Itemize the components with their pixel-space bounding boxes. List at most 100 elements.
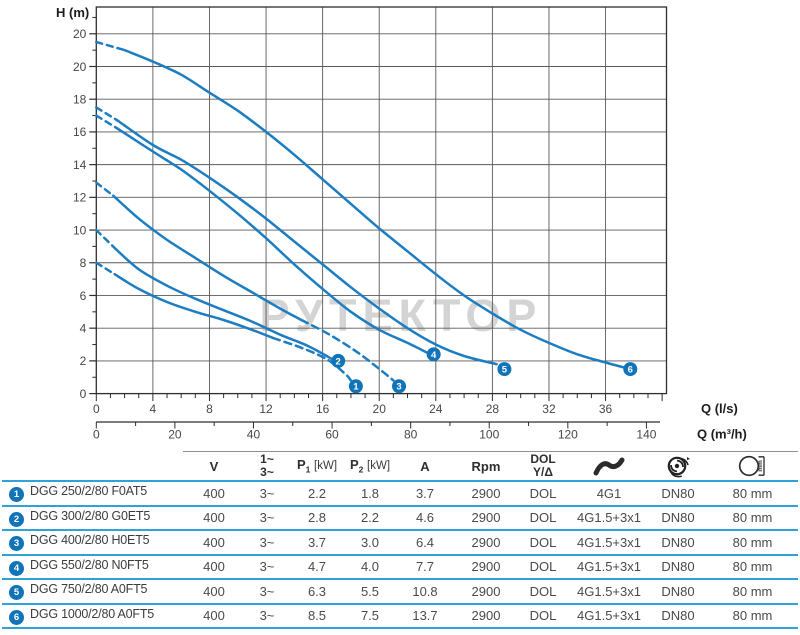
svg-text:1: 1 <box>353 382 359 393</box>
cell-start: DOL <box>517 554 569 580</box>
col-header-voltage: V <box>183 451 245 482</box>
series-curve-6 <box>95 40 626 369</box>
cell-v: 400 <box>183 505 245 531</box>
svg-text:12: 12 <box>259 402 273 416</box>
x-axis-m3h-scale: 0 20 40 60 80 100 120 140 <box>93 421 660 442</box>
cell-start: DOL <box>517 530 569 556</box>
cell-p1: 3.7 <box>289 530 345 556</box>
svg-text:20: 20 <box>73 27 87 41</box>
series-curve-1 <box>95 261 353 382</box>
phase-header-label: 1~ 3~ <box>260 451 274 479</box>
cell-cable: 4G1.5+3x1 <box>569 554 649 580</box>
cell-a: 13.7 <box>395 603 455 629</box>
series-marker-6: 6 <box>623 362 638 377</box>
cell-a: 10.8 <box>395 579 455 605</box>
col-header-rpm: Rpm <box>455 451 517 482</box>
p2-label-unit: [kW] <box>367 460 391 473</box>
row-number-badge: 3 <box>9 536 24 552</box>
svg-text:24: 24 <box>429 402 443 416</box>
rpm-header-label: Rpm <box>471 458 501 474</box>
cell-v: 400 <box>183 603 245 629</box>
cell-p2: 3.0 <box>345 530 395 556</box>
x-axis-title-ls: Q (l/s) <box>701 401 738 416</box>
model-label: DGG 1000/2/80 A0FT5 <box>30 606 155 621</box>
svg-text:5: 5 <box>502 365 508 376</box>
cell-cable: 4G1 <box>569 481 649 507</box>
table-row: 4 DGG 550/2/80 N0FT5 400 3~ 4.7 4.0 7.7 2900 DOL… <box>2 554 798 580</box>
x-axis-ls-ticks: 0 4 8 12 16 20 24 28 32 36 <box>93 393 663 416</box>
series-curve-2 <box>95 228 334 361</box>
col-header-model <box>2 451 183 482</box>
cell-phase: 3~ <box>245 481 289 507</box>
p1-label-base: P <box>296 457 306 473</box>
cell-rpm: 2900 <box>455 554 517 580</box>
col-header-p2: P2 [kW] <box>345 451 395 482</box>
svg-text:4: 4 <box>80 321 87 335</box>
cell-outlet: 80 mm <box>707 505 798 531</box>
cell-p1: 2.2 <box>289 481 345 507</box>
x-axis-title-m3h: Q (m³/h) <box>697 427 747 442</box>
p1-label-unit: [kW] <box>314 460 338 473</box>
cell-model: 5 DGG 750/2/80 A0FT5 <box>2 579 183 605</box>
cell-p1: 2.8 <box>289 505 345 531</box>
cell-outlet: 80 mm <box>707 481 798 507</box>
cell-cable: 4G1.5+3x1 <box>569 579 649 605</box>
cell-start: DOL <box>517 603 569 629</box>
voltage-header-label: V <box>209 458 219 474</box>
svg-text:6: 6 <box>80 289 87 303</box>
svg-text:100: 100 <box>479 428 499 442</box>
y-axis-title: H (m) <box>56 5 89 20</box>
cell-p2: 2.2 <box>345 505 395 531</box>
cell-model: 1 DGG 250/2/80 F0AT5 <box>2 481 183 507</box>
cell-v: 400 <box>183 481 245 507</box>
model-label: DGG 550/2/80 N0FT5 <box>30 557 149 572</box>
cell-p2: 1.8 <box>345 481 395 507</box>
svg-text:2: 2 <box>80 354 87 368</box>
cell-phase: 3~ <box>245 505 289 531</box>
cell-impeller: DN80 <box>649 481 707 507</box>
col-header-outlet: mm <box>707 451 798 482</box>
cell-a: 6.4 <box>395 530 455 556</box>
table-row: 1 DGG 250/2/80 F0AT5 400 3~ 2.2 1.8 3.7 2900 DOL… <box>2 481 798 507</box>
cell-p2: 4.0 <box>345 554 395 580</box>
col-header-impeller <box>649 451 707 482</box>
col-header-starting: DOL Y/Δ <box>517 451 569 482</box>
series-curve-4 <box>95 114 429 354</box>
cell-a: 3.7 <box>395 481 455 507</box>
cell-model: 4 DGG 550/2/80 N0FT5 <box>2 554 183 580</box>
p2-label-base: P <box>349 457 359 473</box>
col-header-current: A <box>395 451 455 482</box>
cell-cable: 4G1.5+3x1 <box>569 505 649 531</box>
svg-text:0: 0 <box>80 387 87 401</box>
svg-text:16: 16 <box>73 125 87 139</box>
cell-phase: 3~ <box>245 530 289 556</box>
cell-phase: 3~ <box>245 554 289 580</box>
series-marker-4: 4 <box>426 347 441 362</box>
cell-impeller: DN80 <box>649 603 707 629</box>
col-header-phase: 1~ 3~ <box>245 451 289 482</box>
svg-text:0: 0 <box>93 402 100 416</box>
cell-impeller: DN80 <box>649 530 707 556</box>
svg-text:36: 36 <box>599 402 613 416</box>
watermark-text: РУТЕКТОР <box>260 290 543 341</box>
cell-outlet: 80 mm <box>707 530 798 556</box>
series-curve-3 <box>95 181 395 382</box>
series-marker-1: 1 <box>348 379 363 394</box>
cell-p1: 6.3 <box>289 579 345 605</box>
svg-text:20: 20 <box>73 60 87 74</box>
cell-p2: 5.5 <box>345 579 395 605</box>
model-label: DGG 750/2/80 A0FT5 <box>30 582 148 597</box>
cell-model: 3 DGG 400/2/80 H0ET5 <box>2 530 183 556</box>
col-header-p1: P1 [kW] <box>289 451 345 482</box>
cell-outlet: 80 mm <box>707 579 798 605</box>
cell-model: 2 DGG 300/2/80 G0ET5 <box>2 505 183 531</box>
cell-outlet: 80 mm <box>707 603 798 629</box>
svg-text:4: 4 <box>150 402 157 416</box>
svg-text:120: 120 <box>558 428 578 442</box>
svg-text:20: 20 <box>373 402 387 416</box>
cell-start: DOL <box>517 505 569 531</box>
current-header-label: A <box>420 458 430 474</box>
row-number-badge: 4 <box>9 560 24 576</box>
cell-rpm: 2900 <box>455 603 517 629</box>
